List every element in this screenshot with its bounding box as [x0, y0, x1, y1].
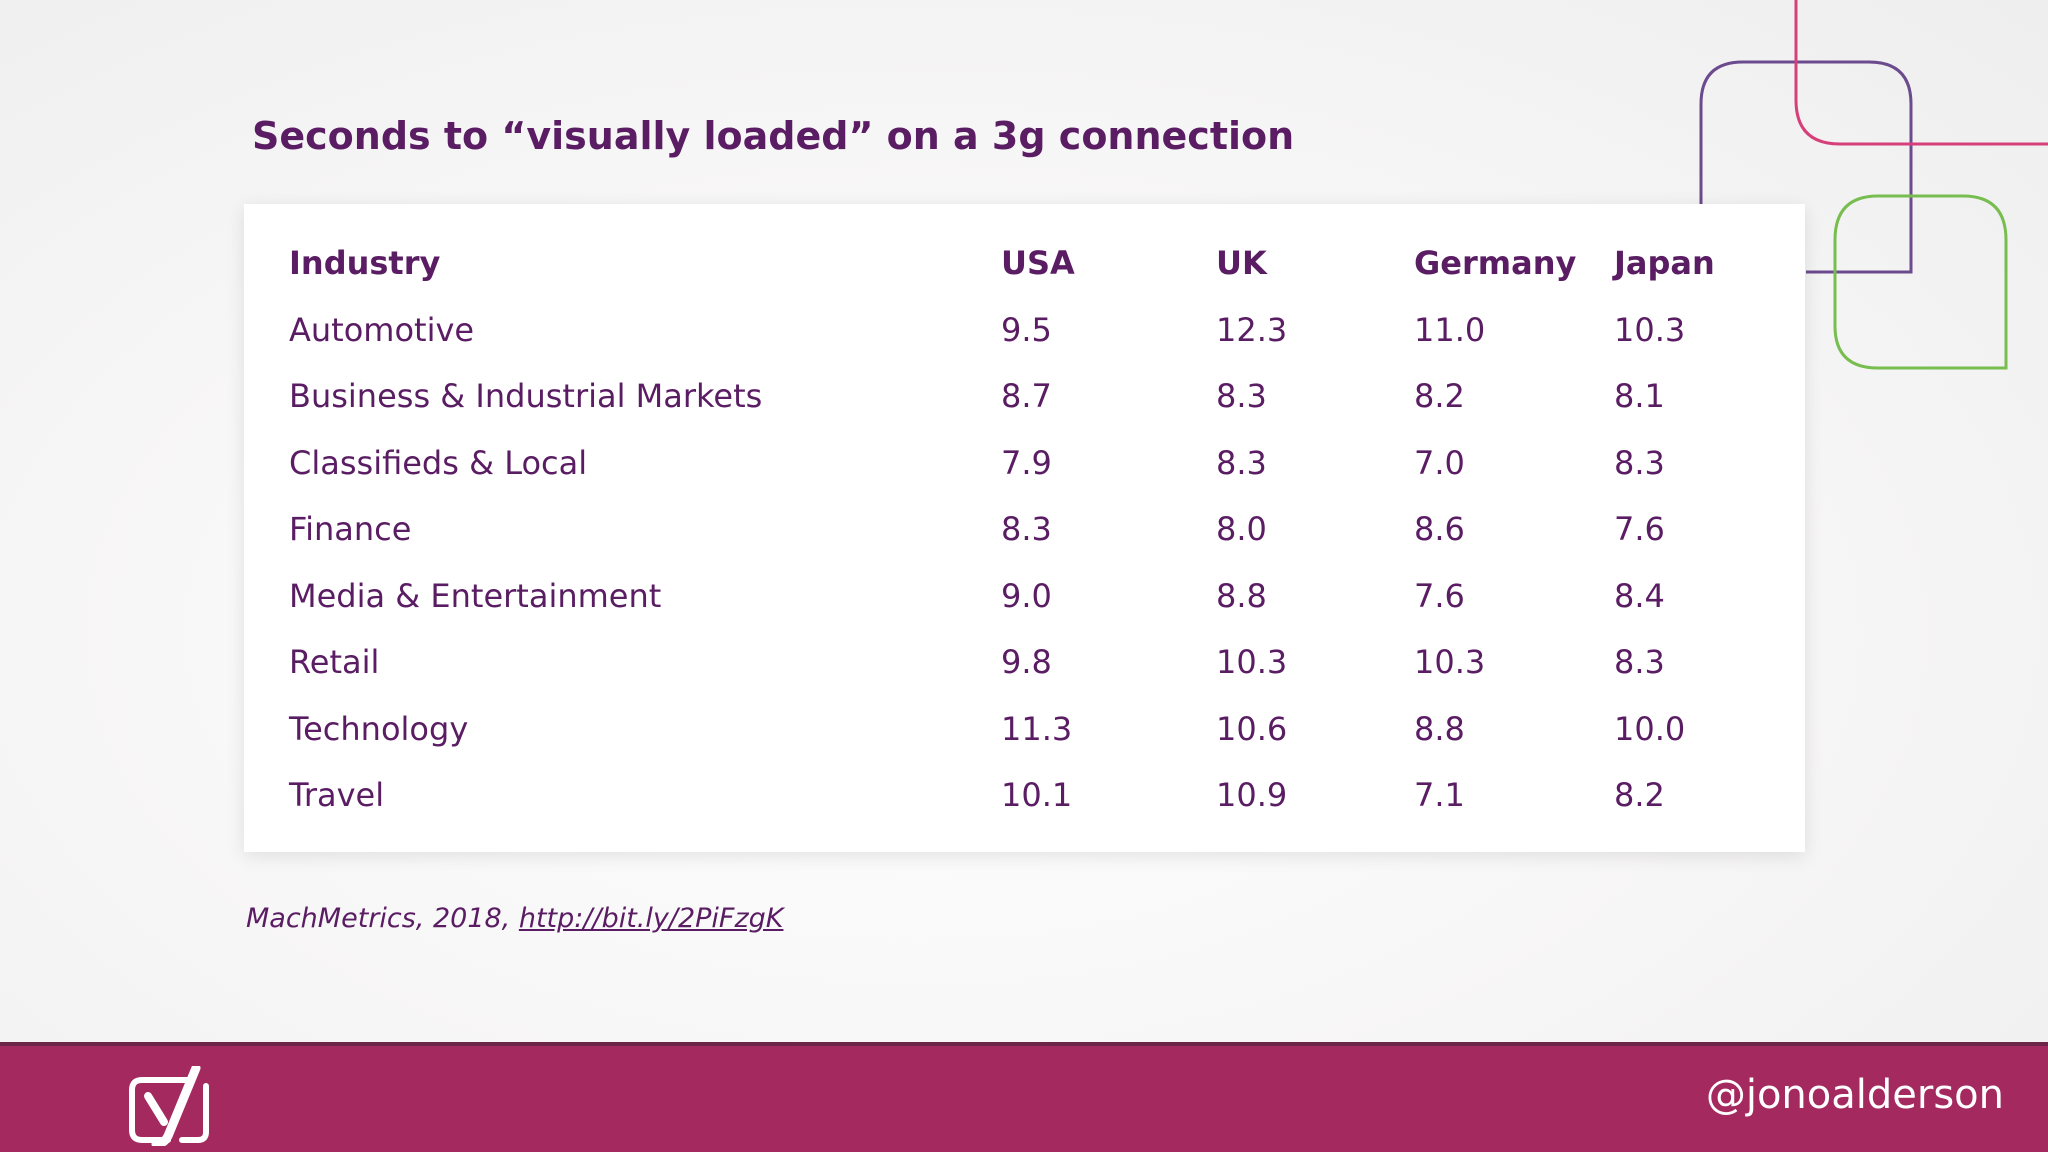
uk-cell: 8.8 [1216, 576, 1267, 615]
yoast-logo-icon [129, 1066, 209, 1146]
column-header-japan: Japan [1614, 244, 1715, 283]
japan-cell: 8.2 [1614, 776, 1665, 815]
japan-cell: 8.1 [1614, 377, 1665, 416]
japan-cell: 8.3 [1614, 443, 1665, 482]
germany-cell: 7.0 [1414, 443, 1465, 482]
twitter-handle: @jonoalderson [1705, 1072, 2004, 1118]
industry-cell: Retail [289, 643, 380, 682]
deco-green-rounded-square [1833, 194, 2008, 370]
industry-cell: Classifieds & Local [289, 443, 588, 482]
japan-cell: 10.0 [1614, 709, 1686, 748]
source-citation: MachMetrics, 2018, http://bit.ly/2PiFzgK [246, 903, 783, 934]
uk-cell: 8.3 [1216, 377, 1267, 416]
data-table-card: Industry USA UK Germany Japan Automotive… [244, 204, 1805, 852]
uk-cell: 8.0 [1216, 510, 1267, 549]
citation-link[interactable]: http://bit.ly/2PiFzgK [518, 903, 784, 934]
japan-cell: 8.4 [1614, 576, 1665, 615]
table-row: Travel 10.1 10.9 7.1 8.2 [289, 762, 1769, 829]
industry-cell: Technology [289, 709, 469, 748]
usa-cell: 9.8 [1001, 643, 1052, 682]
usa-cell: 9.0 [1001, 576, 1052, 615]
usa-cell: 7.9 [1001, 443, 1052, 482]
germany-cell: 10.3 [1414, 643, 1486, 682]
table-row: Business & Industrial Markets 8.7 8.3 8.… [289, 363, 1769, 430]
column-header-industry: Industry [289, 244, 441, 283]
germany-cell: 7.1 [1414, 776, 1465, 815]
uk-cell: 12.3 [1216, 310, 1288, 349]
column-header-usa: USA [1001, 244, 1075, 283]
japan-cell: 10.3 [1614, 310, 1686, 349]
industry-cell: Media & Entertainment [289, 576, 662, 615]
uk-cell: 10.9 [1216, 776, 1288, 815]
germany-cell: 8.6 [1414, 510, 1465, 549]
germany-cell: 11.0 [1414, 310, 1486, 349]
footer-bar: @jonoalderson [0, 1042, 2048, 1152]
deco-pink-line [1794, 0, 2048, 146]
industry-cell: Travel [289, 776, 385, 815]
citation-text: MachMetrics, 2018, [246, 903, 519, 934]
table-row: Classifieds & Local 7.9 8.3 7.0 8.3 [289, 430, 1769, 497]
slide-title: Seconds to “visually loaded” on a 3g con… [252, 114, 1295, 158]
japan-cell: 8.3 [1614, 643, 1665, 682]
table-row: Media & Entertainment 9.0 8.8 7.6 8.4 [289, 563, 1769, 630]
table-row: Technology 11.3 10.6 8.8 10.0 [289, 696, 1769, 763]
usa-cell: 9.5 [1001, 310, 1052, 349]
usa-cell: 8.3 [1001, 510, 1052, 549]
germany-cell: 7.6 [1414, 576, 1465, 615]
table-header-row: Industry USA UK Germany Japan [289, 230, 1769, 297]
usa-cell: 11.3 [1001, 709, 1073, 748]
industry-cell: Automotive [289, 310, 475, 349]
japan-cell: 7.6 [1614, 510, 1665, 549]
column-header-uk: UK [1216, 244, 1267, 283]
germany-cell: 8.2 [1414, 377, 1465, 416]
industry-cell: Business & Industrial Markets [289, 377, 763, 416]
industry-cell: Finance [289, 510, 412, 549]
uk-cell: 8.3 [1216, 443, 1267, 482]
load-time-table: Industry USA UK Germany Japan Automotive… [289, 230, 1769, 829]
column-header-germany: Germany [1414, 244, 1577, 283]
germany-cell: 8.8 [1414, 709, 1465, 748]
table-row: Finance 8.3 8.0 8.6 7.6 [289, 496, 1769, 563]
table-row: Retail 9.8 10.3 10.3 8.3 [289, 629, 1769, 696]
table-row: Automotive 9.5 12.3 11.0 10.3 [289, 297, 1769, 364]
usa-cell: 10.1 [1001, 776, 1073, 815]
uk-cell: 10.3 [1216, 643, 1288, 682]
usa-cell: 8.7 [1001, 377, 1052, 416]
uk-cell: 10.6 [1216, 709, 1288, 748]
